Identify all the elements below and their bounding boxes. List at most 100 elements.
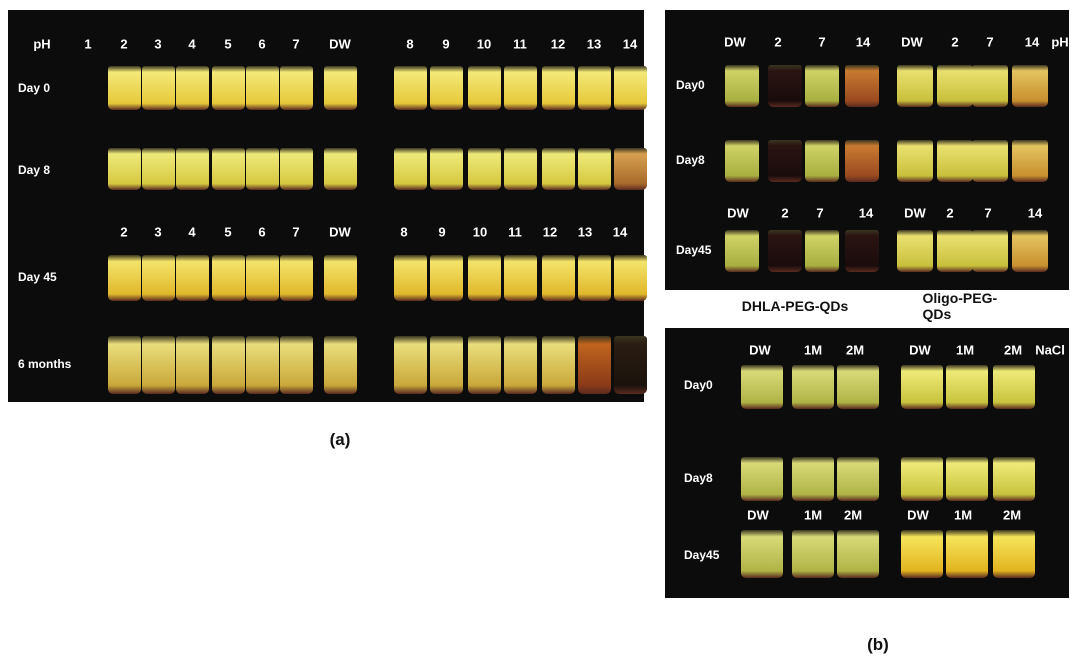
column-label: 14 [859,206,873,221]
column-label: 5 [224,37,231,52]
row-label: Day45 [676,243,711,257]
column-label: 2M [1003,508,1021,523]
column-label: 14 [1028,206,1042,221]
column-label: 3 [154,37,161,52]
vial [837,365,879,409]
vial [394,148,427,190]
column-label: 7 [986,35,993,50]
vial [901,530,943,578]
column-label: DW [329,225,351,240]
row-label: Day 45 [18,270,57,284]
vial [741,365,783,409]
vial [937,140,973,182]
vial [430,148,463,190]
vial [212,255,245,301]
column-label: 1M [804,508,822,523]
caption: (b) [867,635,889,655]
column-label: 9 [442,37,449,52]
vial [993,530,1035,578]
column-label: DW [329,37,351,52]
vial [614,66,647,110]
row-label: Day0 [676,78,705,92]
row-label: Day8 [676,153,705,167]
vial [430,336,463,394]
column-label: 11 [513,37,527,52]
vial [937,65,973,107]
caption: (a) [330,430,351,450]
column-label: 14 [623,37,637,52]
column-label: 6 [258,37,265,52]
vial [468,66,501,110]
column-label: 2 [120,225,127,240]
column-label: 14 [613,225,627,240]
vial [504,255,537,301]
column-label: 2M [1004,343,1022,358]
column-label: 13 [578,225,592,240]
vial [805,140,839,182]
vial [946,365,988,409]
vial [901,365,943,409]
column-label: 14 [856,35,870,50]
column-label: 2M [846,343,864,358]
vial [176,255,209,301]
vial [805,230,839,272]
vial [108,255,141,301]
vial [768,140,802,182]
vial [901,457,943,501]
vial [212,336,245,394]
vial [578,148,611,190]
vial [725,65,759,107]
vial [993,365,1035,409]
vial [897,65,933,107]
vial [246,148,279,190]
vial [504,66,537,110]
column-label: 7 [984,206,991,221]
vial [837,457,879,501]
vial [937,230,973,272]
vial [741,457,783,501]
vial [324,148,357,190]
column-label: DW [907,508,929,523]
vial [578,66,611,110]
vial [1012,65,1048,107]
row-label: Day0 [684,378,713,392]
vial [1012,140,1048,182]
column-label: 2 [951,35,958,50]
vial [246,336,279,394]
column-label: 2 [774,35,781,50]
vial [394,336,427,394]
column-label: 10 [477,37,491,52]
vial [108,66,141,110]
row-label: Day45 [684,548,719,562]
row-label: Day8 [684,471,713,485]
column-label: DW [901,35,923,50]
vial [542,336,575,394]
column-label: DW [749,343,771,358]
vial [542,66,575,110]
vial [468,148,501,190]
column-label: 7 [816,206,823,221]
vial [108,336,141,394]
column-label: 2 [781,206,788,221]
vial [768,65,802,107]
vial [212,66,245,110]
vial [741,530,783,578]
column-label: 1M [954,508,972,523]
vial [504,336,537,394]
vial [280,148,313,190]
group-label: Oligo-PEG-QDs [923,290,1022,322]
row-label: Day 0 [18,81,50,95]
column-label: 3 [154,225,161,240]
column-label: 1M [804,343,822,358]
column-label: 14 [1025,35,1039,50]
figure: (a) (b) DHLA-PEG-QDs Oligo-PEG-QDs pH123… [0,0,1071,656]
vial [324,336,357,394]
vial [324,66,357,110]
vial [468,255,501,301]
vial [1012,230,1048,272]
column-label: 9 [438,225,445,240]
column-label: 1M [956,343,974,358]
vial [972,65,1008,107]
column-label: DW [909,343,931,358]
vial [614,148,647,190]
